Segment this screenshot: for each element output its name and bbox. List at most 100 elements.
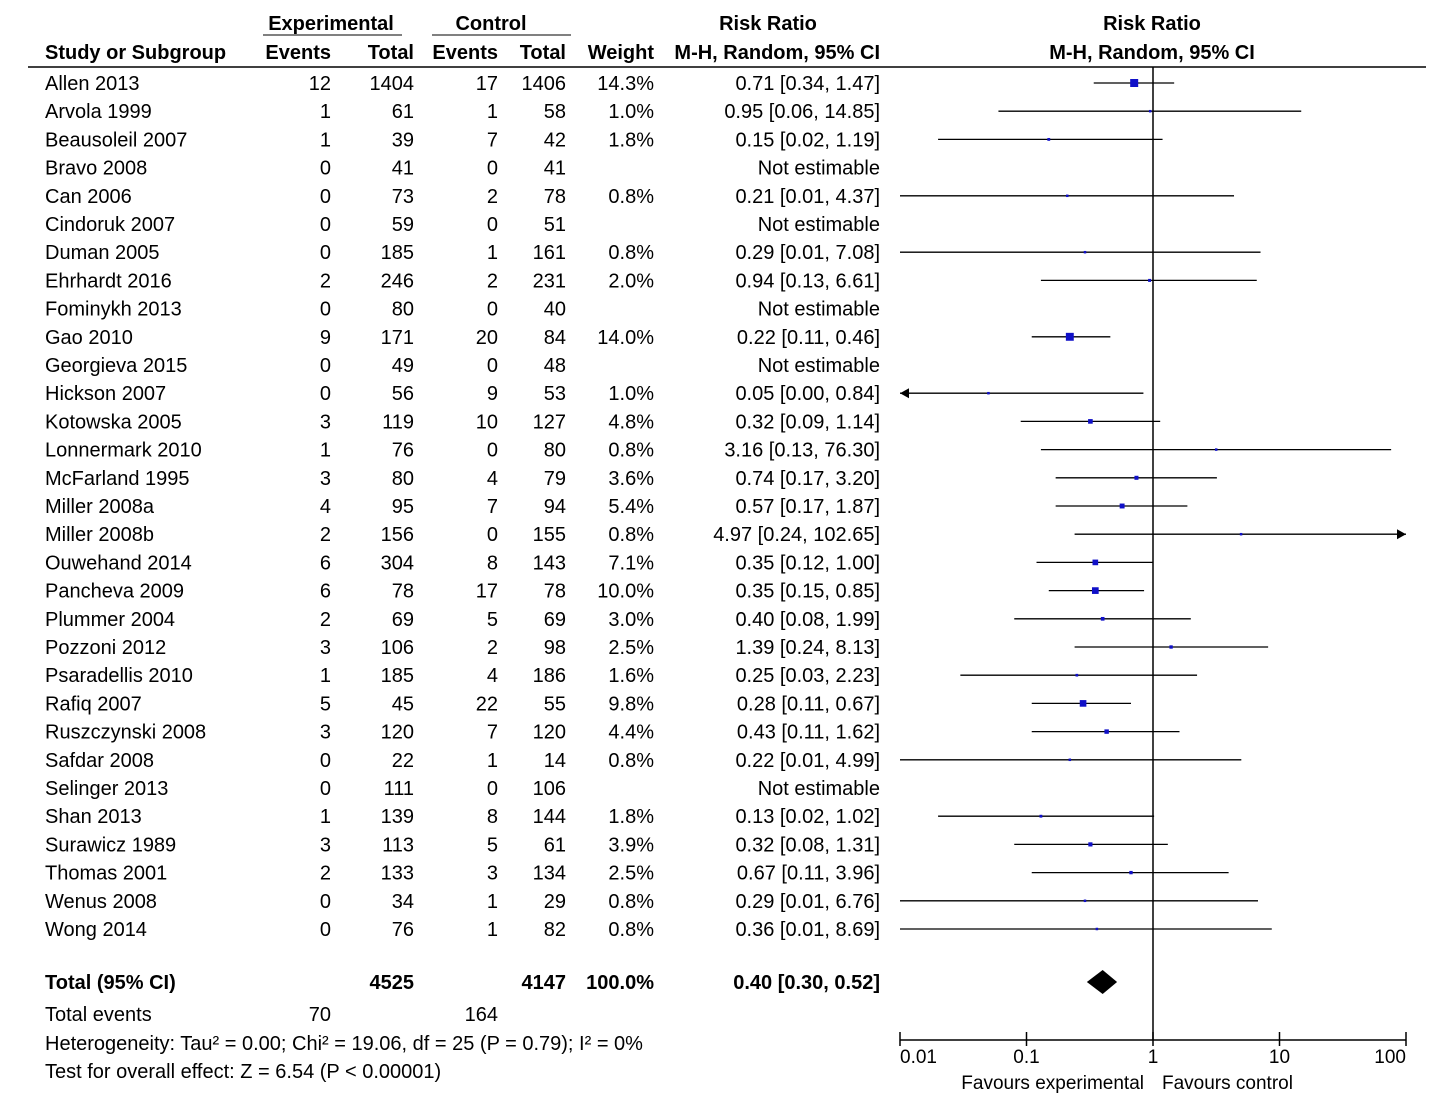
ci-text: Not estimable <box>758 214 880 236</box>
study-row: Wenus 2008 0 34 1 29 0.8% 0.29 [0.01, 6.76] <box>45 891 1258 913</box>
total-ctl-total: 4147 <box>522 972 567 994</box>
ci-text: 0.15 [0.02, 1.19] <box>735 129 880 151</box>
study-row: Kotowska 2005 3 119 10 127 4.8% 0.32 [0.09, 1.… <box>45 411 1161 433</box>
ctl-events: 8 <box>487 806 498 828</box>
exp-events: 0 <box>320 891 331 913</box>
ctl-total: 61 <box>544 834 566 856</box>
study-row: Miller 2008a 4 95 7 94 5.4% 0.57 [0.17, 1.87] <box>45 496 1188 518</box>
ctl-events: 10 <box>476 411 498 433</box>
exp-total: 246 <box>381 270 414 292</box>
ctl-events: 0 <box>487 355 498 377</box>
exp-total: 80 <box>392 468 414 490</box>
header-exp-total: Total <box>368 42 414 64</box>
study-row: Psaradellis 2010 1 185 4 186 1.6% 0.25 [0.03, … <box>45 665 1198 687</box>
point-estimate <box>1079 700 1087 707</box>
point-estimate <box>1130 79 1139 87</box>
study-name: Rafiq 2007 <box>45 693 142 715</box>
ctl-total: 41 <box>544 158 566 180</box>
total-events-label: Total events <box>45 1004 152 1026</box>
ctl-events: 1 <box>487 750 498 772</box>
ci-text: 3.16 [0.13, 76.30] <box>724 440 880 462</box>
point-estimate <box>1239 532 1243 536</box>
x-axis-tick-label: 1 <box>1148 1047 1159 1068</box>
weight-value: 0.8% <box>608 186 654 208</box>
weight-value: 1.8% <box>608 129 654 151</box>
study-name: Thomas 2001 <box>45 863 167 885</box>
point-estimate <box>1047 137 1051 141</box>
point-estimate <box>1129 870 1133 875</box>
total-label: Total (95% CI) <box>45 972 176 994</box>
study-row: Miller 2008b 2 156 0 155 0.8% 4.97 [0.24, 102.… <box>45 524 1406 546</box>
total-events-ctl: 164 <box>465 1004 498 1026</box>
exp-total: 80 <box>392 299 414 321</box>
study-row: Ehrhardt 2016 2 246 2 231 2.0% 0.94 [0.13, 6.6… <box>45 270 1257 292</box>
point-estimate <box>1104 729 1109 734</box>
ctl-events: 1 <box>487 919 498 941</box>
weight-value: 5.4% <box>608 496 654 518</box>
study-name: Wong 2014 <box>45 919 147 941</box>
point-estimate <box>1065 332 1074 341</box>
ctl-total: 80 <box>544 440 566 462</box>
ci-text: 0.74 [0.17, 3.20] <box>735 468 880 490</box>
ci-text: 0.13 [0.02, 1.02] <box>735 806 880 828</box>
favours-experimental-label: Favours experimental <box>961 1073 1144 1094</box>
exp-total: 120 <box>381 722 414 744</box>
ctl-events: 0 <box>487 524 498 546</box>
ci-text: 0.22 [0.11, 0.46] <box>737 327 880 349</box>
exp-total: 133 <box>381 863 414 885</box>
study-name: Duman 2005 <box>45 242 160 264</box>
study-row: Fominykh 2013 0 80 0 40 Not estimable <box>45 299 880 321</box>
point-estimate <box>1100 616 1105 621</box>
ctl-total: 53 <box>544 383 566 405</box>
study-row: Ouwehand 2014 6 304 8 143 7.1% 0.35 [0.12, 1.0… <box>45 552 1153 574</box>
ctl-total: 58 <box>544 101 566 123</box>
ctl-total: 14 <box>544 750 566 772</box>
ctl-total: 78 <box>544 581 566 603</box>
exp-total: 156 <box>381 524 414 546</box>
study-name: Surawicz 1989 <box>45 834 176 856</box>
study-row: Rafiq 2007 5 45 22 55 9.8% 0.28 [0.11, 0.67] <box>45 693 1131 715</box>
pooled-diamond <box>1086 970 1118 994</box>
ci-text: 0.29 [0.01, 7.08] <box>735 242 880 264</box>
ctl-events: 3 <box>487 863 498 885</box>
study-row: Pozzoni 2012 3 106 2 98 2.5% 1.39 [0.24, 8.13] <box>45 637 1269 659</box>
weight-value: 2.5% <box>608 637 654 659</box>
ctl-total: 155 <box>533 524 566 546</box>
point-estimate <box>1169 645 1173 649</box>
exp-events: 2 <box>320 863 331 885</box>
exp-events: 12 <box>309 73 331 95</box>
point-estimate <box>1083 250 1087 254</box>
ctl-total: 29 <box>544 891 566 913</box>
ci-text: Not estimable <box>758 355 880 377</box>
exp-total: 304 <box>381 552 414 574</box>
plot-header-title: Risk Ratio <box>1103 13 1201 35</box>
exp-events: 0 <box>320 750 331 772</box>
ci-text: 1.39 [0.24, 8.13] <box>735 637 880 659</box>
exp-total: 106 <box>381 637 414 659</box>
exp-total: 76 <box>392 919 414 941</box>
ctl-events: 1 <box>487 242 498 264</box>
header-ctl-total: Total <box>520 42 566 64</box>
ci-text: 0.28 [0.11, 0.67] <box>737 693 880 715</box>
ci-text: 0.94 [0.13, 6.61] <box>735 270 880 292</box>
ci-text: 0.36 [0.01, 8.69] <box>735 919 880 941</box>
ci-text: 4.97 [0.24, 102.65] <box>713 524 880 546</box>
study-row: Cindoruk 2007 0 59 0 51 Not estimable <box>45 214 880 236</box>
weight-value: 3.0% <box>608 609 654 631</box>
weight-value: 14.0% <box>597 327 654 349</box>
header-study: Study or Subgroup <box>45 42 226 64</box>
exp-total: 119 <box>382 411 414 433</box>
weight-value: 1.8% <box>608 806 654 828</box>
study-name: Hickson 2007 <box>45 383 166 405</box>
weight-value: 3.9% <box>608 834 654 856</box>
exp-total: 111 <box>384 778 414 800</box>
x-axis-tick-label: 10 <box>1269 1047 1290 1068</box>
study-name: Georgieva 2015 <box>45 355 187 377</box>
exp-total: 1404 <box>370 73 415 95</box>
exp-events: 1 <box>320 440 331 462</box>
weight-value: 4.8% <box>608 411 654 433</box>
exp-events: 1 <box>320 806 331 828</box>
weight-value: 2.0% <box>608 270 654 292</box>
ctl-events: 20 <box>476 327 498 349</box>
